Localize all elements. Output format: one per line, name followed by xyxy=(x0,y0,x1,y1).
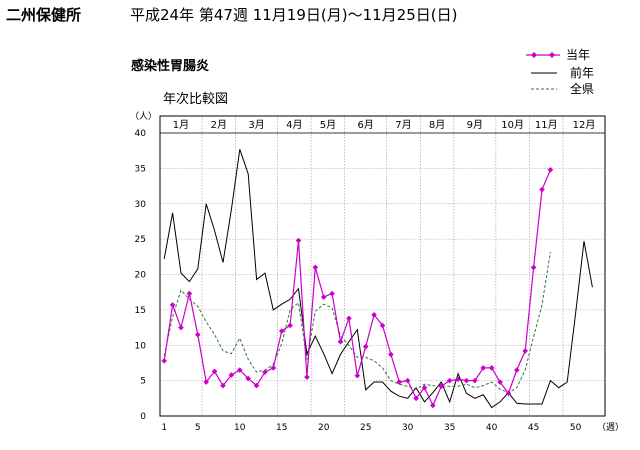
office-name: 二州保健所 xyxy=(6,6,82,24)
point-current xyxy=(421,384,428,391)
series-layer xyxy=(161,149,593,409)
x-tick-label: 45 xyxy=(528,423,539,433)
y-tick-label: 35 xyxy=(135,164,146,174)
point-current xyxy=(388,351,394,358)
y-tick-label: 30 xyxy=(135,200,147,210)
point-current xyxy=(404,377,411,384)
point-current xyxy=(320,294,327,300)
point-current xyxy=(186,290,193,297)
month-label: 8月 xyxy=(429,119,445,131)
point-current xyxy=(169,302,176,308)
point-current xyxy=(270,365,277,371)
month-label: 6月 xyxy=(358,119,374,131)
legend-label-prefecture: 全県 xyxy=(570,81,594,96)
point-current xyxy=(161,358,167,364)
point-current xyxy=(295,237,302,244)
point-current xyxy=(514,367,520,373)
point-current xyxy=(472,377,478,384)
x-tick-label: 5 xyxy=(195,423,201,433)
point-current xyxy=(178,324,184,331)
point-current xyxy=(455,376,461,383)
point-current xyxy=(228,372,235,378)
series-line-previous xyxy=(163,149,593,409)
y-tick-label: 10 xyxy=(135,341,147,351)
x-tick-label: 40 xyxy=(486,423,498,433)
point-current xyxy=(505,390,512,397)
point-current xyxy=(530,264,537,271)
legend-marker-current-2 xyxy=(549,52,555,58)
point-current xyxy=(497,379,503,385)
y-tick-label: 5 xyxy=(140,377,146,387)
x-tick-label: 1 xyxy=(161,423,167,433)
point-current xyxy=(354,372,361,379)
point-current xyxy=(203,379,209,385)
x-tick-label: 30 xyxy=(402,423,414,433)
disease-title: 感染性胃腸炎 xyxy=(131,59,210,74)
point-current xyxy=(329,290,335,297)
series-line-current xyxy=(163,169,551,407)
point-current xyxy=(547,166,554,173)
y-tick-label: 25 xyxy=(135,235,146,245)
point-current xyxy=(337,338,344,345)
legend-marker-current xyxy=(531,52,537,58)
point-current xyxy=(362,343,369,350)
point-current xyxy=(346,315,352,322)
legend: 当年 前年 全県 xyxy=(526,48,594,96)
month-label: 7月 xyxy=(395,119,411,131)
x-tick-label: 15 xyxy=(276,423,287,433)
point-current xyxy=(312,264,319,271)
point-current xyxy=(379,322,386,329)
y-tick-label: 0 xyxy=(140,412,146,422)
plot-border xyxy=(159,115,606,417)
point-current xyxy=(413,395,419,402)
month-label: 4月 xyxy=(286,119,302,131)
x-tick-label: 10 xyxy=(234,423,246,433)
month-label: 3月 xyxy=(248,119,264,131)
point-current xyxy=(480,365,487,371)
x-tick-label: 20 xyxy=(318,423,330,433)
month-label: 10月 xyxy=(501,119,524,131)
month-label: 2月 xyxy=(211,119,227,131)
y-tick-label: 40 xyxy=(135,129,147,139)
month-label: 12月 xyxy=(573,119,596,131)
point-current xyxy=(438,383,445,390)
point-current xyxy=(211,368,218,375)
grid-layer xyxy=(160,116,605,416)
point-current xyxy=(262,369,268,375)
series-line-prefecture xyxy=(163,251,551,394)
point-current xyxy=(287,322,293,329)
point-current xyxy=(236,367,243,373)
point-current xyxy=(396,379,403,385)
point-current xyxy=(304,374,310,380)
legend-label-previous: 前年 xyxy=(570,65,594,80)
point-current xyxy=(253,382,260,389)
x-tick-label: 50 xyxy=(570,423,582,433)
point-current xyxy=(194,331,201,338)
y-unit-label: （人） xyxy=(130,111,157,122)
x-unit-label: （週） xyxy=(597,422,624,433)
legend-label-current: 当年 xyxy=(566,48,590,62)
point-current xyxy=(220,382,226,389)
x-tick-label: 25 xyxy=(360,423,371,433)
point-current xyxy=(371,312,377,318)
x-tick-label: 35 xyxy=(444,423,455,433)
point-current xyxy=(245,375,251,382)
point-current xyxy=(522,348,529,354)
month-label: 11月 xyxy=(535,119,558,131)
point-current xyxy=(539,186,545,193)
point-current xyxy=(463,377,470,384)
month-label: 9月 xyxy=(467,119,483,131)
point-current xyxy=(430,402,436,409)
y-tick-label: 20 xyxy=(135,271,147,281)
month-label: 1月 xyxy=(173,119,189,131)
point-current xyxy=(488,365,495,371)
month-label: 5月 xyxy=(320,119,336,131)
point-current xyxy=(446,377,453,384)
report-period: 平成24年 第47週 11月19日(月)～11月25日(日) xyxy=(130,6,458,24)
point-current xyxy=(278,328,285,334)
y-tick-label: 15 xyxy=(135,306,146,316)
chart-subtitle: 年次比較図 xyxy=(163,92,229,107)
